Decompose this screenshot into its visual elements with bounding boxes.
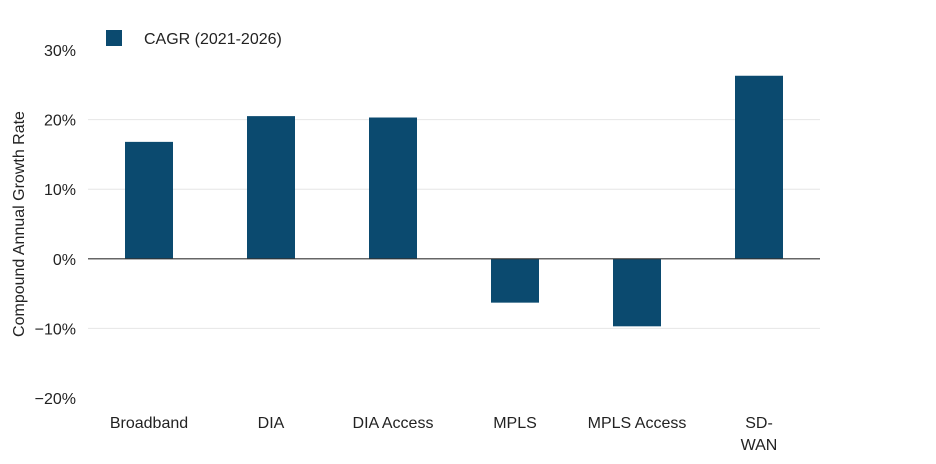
bar-dia-access (369, 117, 417, 259)
y-tick-label: 0% (53, 252, 76, 269)
legend-label: CAGR (2021-2026) (144, 31, 282, 48)
bars-group (125, 75, 783, 327)
x-category-label: MPLS Access (588, 415, 687, 432)
y-tick-labels: 30% 20% 10% 0% −10% −20% (35, 43, 76, 408)
x-category-label: SD-WAN (741, 415, 778, 454)
legend: CAGR (2021-2026) (106, 30, 282, 48)
y-tick-label: 10% (44, 182, 76, 199)
grid-lines (88, 119, 820, 329)
bar-dia (247, 116, 295, 259)
y-tick-label: 20% (44, 113, 76, 130)
x-category-label: Broadband (110, 415, 188, 432)
bar-broadband (125, 141, 173, 259)
bar-mpls (491, 258, 539, 303)
x-category-label: DIA (258, 415, 285, 432)
x-category-label: DIA Access (353, 415, 434, 432)
x-category-label: MPLS (493, 415, 537, 432)
bar-mpls-access (613, 258, 661, 327)
y-tick-label: −10% (35, 321, 76, 338)
bar-sd-wan (735, 75, 783, 259)
y-axis-label: Compound Annual Growth Rate (11, 111, 28, 337)
y-tick-label: 30% (44, 43, 76, 60)
y-tick-label: −20% (35, 391, 76, 408)
x-category-labels: Broadband DIA DIA Access MPLS MPLS Access SD-… (110, 415, 778, 454)
legend-swatch (106, 30, 122, 46)
